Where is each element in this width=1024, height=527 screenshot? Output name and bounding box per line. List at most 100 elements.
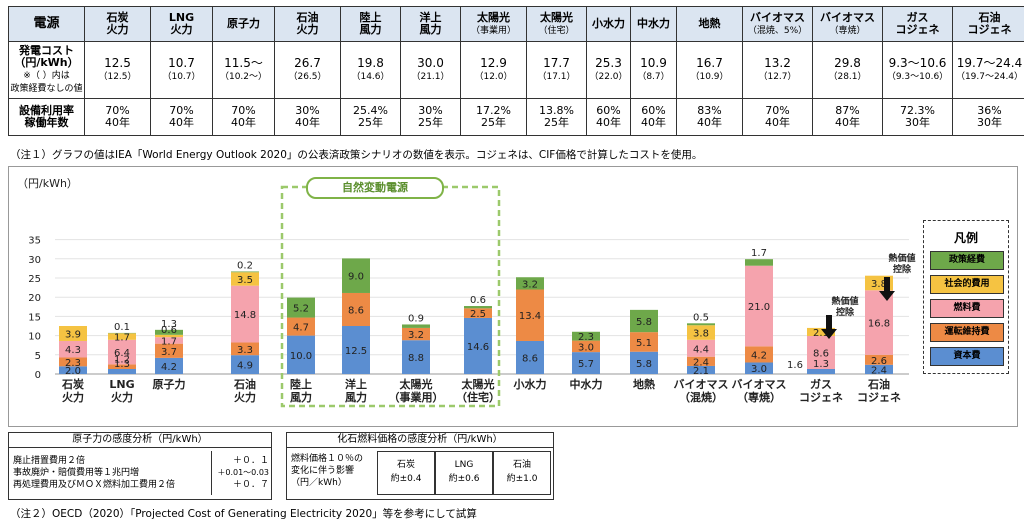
category-label: 中水力	[570, 377, 603, 391]
data-label: 1.7	[161, 336, 177, 347]
bar-segment	[287, 317, 315, 336]
utilization-cell: 30% 40年	[274, 98, 341, 136]
bar-segment	[155, 357, 183, 374]
category-label: 洋上	[345, 377, 367, 391]
bar-segment	[155, 343, 183, 358]
data-label: 2.6	[871, 356, 887, 367]
fuel-col-value: 約±0.4	[390, 474, 422, 484]
utilization-cell: 25.4% 25年	[340, 98, 401, 136]
data-label: 13.4	[519, 311, 541, 322]
data-label: 14.6	[467, 342, 489, 353]
utilization-cell: 30% 25年	[400, 98, 461, 136]
data-label: 4.2	[161, 362, 177, 373]
arrow-down-icon	[879, 277, 895, 301]
data-label: 1.7	[751, 248, 767, 259]
bar-segment	[687, 339, 715, 357]
data-label: 4.2	[751, 350, 767, 361]
cost-cell: 11.5～ （10.2～）	[212, 41, 275, 99]
nuclear-sensitivity-box: 原子力の感度分析（円/kWh） 廃止措置費用２倍 事故廃炉・賠償費用等１兆円増 …	[8, 432, 272, 500]
legend-item-policy: 政策経費	[930, 251, 1004, 270]
bar-segment	[287, 297, 315, 318]
category-label: （住宅）	[456, 390, 500, 404]
utilization-cell: 83% 40年	[676, 98, 743, 136]
data-label: 8.6	[522, 353, 538, 364]
data-label: 4.3	[65, 345, 81, 356]
category-label: 火力	[62, 390, 84, 404]
bar-segment	[59, 326, 87, 341]
data-label: 0.2	[237, 260, 253, 271]
category-label: 原子力	[153, 377, 186, 391]
category-label: 小水力	[513, 377, 547, 391]
utilization-row: 設備利用率 稼働年数 70% 40年 70% 40年 70% 40年 30% 40年 25.4% 25…	[8, 98, 1024, 136]
data-label: 12.5	[345, 346, 367, 357]
group-label-variable-renewables: 自然変動電源	[306, 177, 444, 199]
bar-segment	[231, 271, 259, 273]
nuclear-value: ＋０．１	[232, 456, 269, 466]
data-label: 6.4	[114, 348, 130, 359]
utilization-cell: 36% 30年	[952, 98, 1024, 136]
bar-segment	[572, 340, 600, 353]
header-source-15: 石油 コジェネ	[952, 6, 1024, 42]
bar-segment	[865, 364, 893, 374]
category-label: （事業用）	[389, 390, 444, 404]
header-source-9: 小水力	[586, 6, 631, 42]
fuel-sensitivity-title: 化石燃料価格の感度分析（円/kWh）	[287, 433, 553, 448]
bar-segment	[630, 332, 658, 352]
bar-segment	[807, 327, 835, 336]
y-axis-label: （円/kWh）	[17, 177, 78, 190]
category-label: LNG	[109, 378, 134, 391]
category-label: 風力	[290, 390, 312, 404]
data-label: 2.5	[470, 309, 486, 320]
arrow-down-icon	[821, 315, 837, 339]
header-source-1: 石炭 火力	[84, 6, 151, 42]
y-tick-label: 30	[28, 255, 41, 266]
utilization-cell: 13.8% 25年	[526, 98, 587, 136]
legend-item-fuel: 燃料費	[930, 299, 1004, 318]
category-label: 石油	[867, 377, 890, 391]
data-label: 5.2	[293, 304, 309, 315]
annotation-heat-deduction: 控除	[836, 306, 855, 318]
cost-cell: 12.5 （12.5）	[84, 41, 151, 99]
fuel-sensitivity-label: 燃料価格１０％の 変化に伴う影響 （円／kWh）	[291, 454, 364, 488]
data-label: 0.6	[470, 295, 486, 306]
nuclear-value: ＋０．７	[232, 480, 269, 490]
y-tick-label: 5	[35, 351, 41, 362]
data-label: 3.8	[693, 329, 709, 340]
header-source-14: ガス コジェネ	[882, 6, 953, 42]
utilization-cell: 60% 40年	[630, 98, 677, 136]
data-label: 16.8	[868, 319, 890, 330]
bar-segment	[59, 366, 87, 374]
cost-cell: 29.8 （28.1）	[812, 41, 883, 99]
cost-cell: 13.2 （12.7）	[742, 41, 813, 99]
annotation-heat-deduction: 熱価値	[831, 295, 858, 307]
bar-segment	[287, 335, 315, 374]
data-label: 3.5	[237, 275, 253, 286]
fuel-col-name: 石炭	[396, 460, 415, 470]
data-label: 5.8	[636, 359, 652, 370]
bar-segment	[464, 306, 492, 309]
cost-cell: 30.0 （21.1）	[400, 41, 461, 99]
y-tick-label: 15	[28, 312, 41, 323]
category-label: 太陽光	[399, 377, 433, 391]
bar-segment	[630, 309, 658, 333]
data-label: 3.2	[408, 330, 424, 341]
fuel-col-value: 約±0.6	[448, 474, 480, 484]
chart-area: 0 5 10 15 20 25 30 35 （円/kWh） 石炭 火力 LNG 火力 原子力 石油 火力 陸上風…	[8, 166, 1018, 427]
note-2: （注２）OECD（2020）「Projected Cost of Generat…	[10, 508, 477, 520]
bar-segment	[687, 323, 715, 326]
header-source-10: 中水力	[630, 6, 677, 42]
data-label: 4.4	[693, 344, 709, 355]
data-label: 1.3	[161, 319, 177, 330]
data-label: 5.8	[636, 317, 652, 328]
data-label: 3.0	[578, 342, 594, 353]
header-source-3: 原子力	[212, 6, 275, 42]
bar-segment	[231, 272, 259, 286]
data-label: 2.3	[578, 332, 594, 343]
bar-segment	[745, 265, 773, 347]
bar-segment	[687, 325, 715, 340]
bar-segment	[516, 289, 544, 341]
category-label: 太陽光	[461, 377, 495, 391]
y-tick-label: 20	[28, 293, 41, 304]
data-label: 3.9	[65, 329, 81, 340]
data-label: 3.0	[751, 364, 767, 375]
